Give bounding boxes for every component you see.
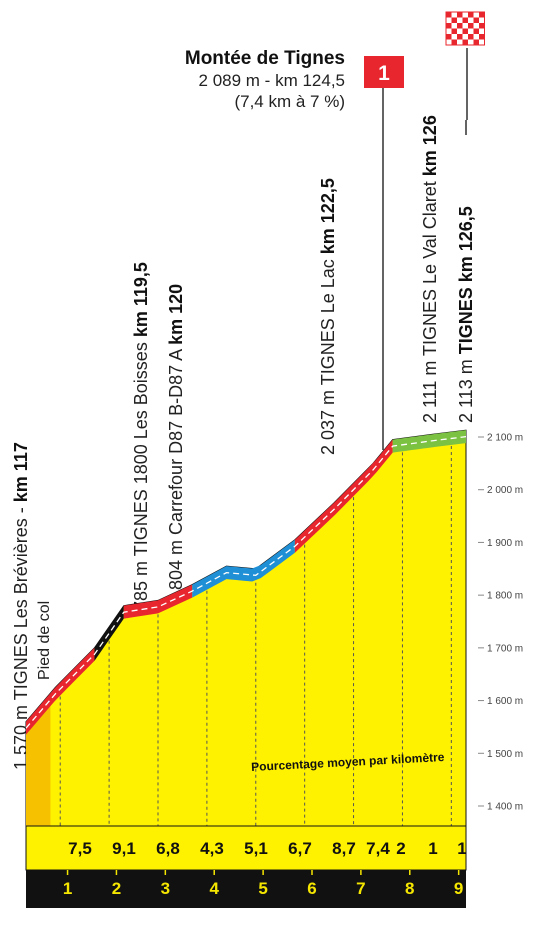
- finish-flag-square: [473, 39, 479, 45]
- gradient-value: 7,5: [68, 839, 92, 858]
- gradient-band-segment: [192, 539, 295, 598]
- altitude-tick-label: 1 900 m: [487, 538, 523, 549]
- altitude-axis: 2 100 m 2 000 m 1 900 m 1 800 m 1 700 m 1 600…: [478, 433, 523, 813]
- profile-front-face: [26, 705, 51, 826]
- altitude-tick-label: 1 400 m: [487, 802, 523, 813]
- km-label: 1: [63, 879, 72, 898]
- profile-fill-shape: [25, 429, 467, 827]
- finish-flag-square: [451, 28, 457, 34]
- km-label: 6: [307, 879, 316, 898]
- altitude-tick-label: 1 600 m: [487, 696, 523, 707]
- km-label: 8: [405, 879, 414, 898]
- finish-flag-square: [473, 17, 479, 23]
- km-marker-band: [26, 870, 466, 908]
- waypoint-label-2: 1 785 m TIGNES 1800 Les Boisses km 119,5: [131, 262, 151, 626]
- finish-flag-square: [479, 34, 485, 40]
- finish-flag-square: [457, 12, 463, 18]
- waypoint-label-1: 1 570 m TIGNES Les Brévières - km 117: [11, 442, 31, 770]
- km-label: 9: [454, 879, 463, 898]
- pass-length-gradient: (7,4 km à 7 %): [234, 92, 345, 111]
- finish-flag-square: [462, 17, 468, 23]
- finish-flag-square: [462, 28, 468, 34]
- gradient-value: 6,8: [156, 839, 180, 858]
- waypoint-label-3: 1 804 m Carrefour D87 B-D87 A km 120: [166, 284, 186, 605]
- altitude-tick-label: 2 100 m: [487, 433, 523, 444]
- gradient-value: 8,7: [332, 839, 356, 858]
- gradient-value: 1: [428, 839, 437, 858]
- altitude-tick-label: 1 500 m: [487, 749, 523, 760]
- profile-gradient-band: [25, 430, 467, 735]
- km-label: 2: [112, 879, 121, 898]
- finish-flag-square: [473, 28, 479, 34]
- gradient-value: 1: [457, 839, 466, 858]
- gradient-band-segment: [94, 605, 124, 661]
- finish-flag-square: [468, 23, 474, 29]
- foot-of-climb-label: Pied de col: [36, 601, 53, 680]
- km-label: 4: [209, 879, 219, 898]
- category-badge: [364, 56, 404, 88]
- finish-flag-square: [451, 39, 457, 45]
- gradient-value: 9,1: [112, 839, 136, 858]
- gradient-value: 2: [396, 839, 405, 858]
- km-axis-band: 1 2 3 4 5 6 7 8 9: [25, 825, 467, 908]
- gradient-band-segment: [123, 584, 193, 619]
- gradient-labels: 7,5 9,1 6,8 4,3 5,1 6,7 8,7 7,4 2 1 1: [68, 839, 467, 858]
- gradient-value: 7,4: [366, 839, 390, 858]
- gradient-value: 5,1: [244, 839, 268, 858]
- altitude-tick-label: 1 800 m: [487, 591, 523, 602]
- profile-area: [25, 429, 467, 827]
- altitude-tick-label: 2 000 m: [487, 485, 523, 496]
- waypoint-label-6: 2 113 m TIGNES km 126,5: [456, 206, 476, 423]
- km-label: 5: [258, 879, 267, 898]
- finish-flag-square: [457, 23, 463, 29]
- finish-flag-square: [479, 12, 485, 18]
- waypoint-label-5: 2 111 m TIGNES Le Val Claret km 126: [420, 115, 440, 423]
- finish-flag-square: [479, 23, 485, 29]
- altitude-tick-label: 1 700 m: [487, 643, 523, 654]
- finish-flag-square: [446, 23, 452, 29]
- finish-flag-icon: [445, 11, 485, 46]
- waypoint-label-4: 2 037 m TIGNES Le Lac km 122,5: [318, 178, 338, 455]
- finish-flag-square: [446, 12, 452, 18]
- pass-altitude-km: 2 089 m - km 124,5: [199, 71, 345, 90]
- category-badge-label: 1: [378, 62, 390, 85]
- profile-centerline: [25, 436, 467, 729]
- finish-flag-square: [457, 34, 463, 40]
- gradient-band-segment: [26, 647, 95, 735]
- finish-flag-square: [468, 34, 474, 40]
- gradient-value: 6,7: [288, 839, 312, 858]
- km-label: 3: [161, 879, 170, 898]
- finish-flag-square: [451, 17, 457, 23]
- finish-flag-square: [468, 12, 474, 18]
- finish-flag-square: [446, 34, 452, 40]
- gradient-band-segment: [392, 430, 466, 453]
- gradient-band-segment: [294, 439, 393, 553]
- km-label: 7: [356, 879, 365, 898]
- gradient-value: 4,3: [200, 839, 224, 858]
- finish-flag-square: [462, 39, 468, 45]
- gradient-value-band: [25, 825, 467, 871]
- pass-title: Montée de Tignes: [185, 48, 345, 69]
